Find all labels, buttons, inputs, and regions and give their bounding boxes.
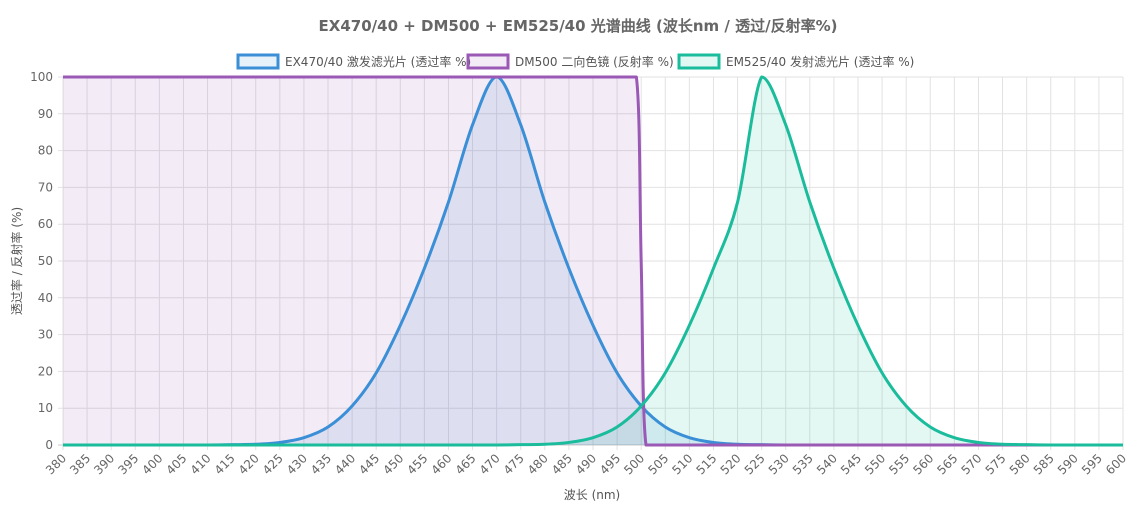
x-tick-label: 415 [212,451,238,477]
y-tick-label: 40 [38,291,53,305]
x-tick-label: 500 [621,451,647,477]
series-fills [63,77,1123,445]
x-tick-label: 465 [453,451,479,477]
x-tick-label: 485 [549,451,575,477]
x-tick-label: 545 [838,451,864,477]
x-tick-label: 505 [645,451,671,477]
legend-label: EX470/40 激发滤光片 (透过率 %) [285,54,471,69]
series-line-em525-40 [63,75,1123,447]
y-tick-label: 80 [38,144,53,158]
grid [58,76,1124,450]
x-tick-label: 405 [163,451,189,477]
x-tick-label: 555 [886,451,912,477]
x-tick-label: 540 [814,451,840,477]
x-tick-label: 455 [404,451,430,477]
x-tick-label: 535 [790,451,816,477]
legend-item-dm500[interactable]: DM500 二向色镜 (反射率 %) [466,53,674,70]
x-tick-label: 570 [958,451,984,477]
series-fill-ex470-40 [63,77,1123,445]
x-tick-label: 585 [1031,451,1057,477]
y-axis-title: 透过率 / 反射率 (%) [9,207,24,315]
y-tick-label: 10 [38,401,53,415]
x-tick-label: 590 [1055,451,1081,477]
x-tick-label: 410 [188,451,214,477]
chart-title: EX470/40 + DM500 + EM525/40 光谱曲线 (波长nm /… [319,17,838,35]
x-tick-label: 550 [862,451,888,477]
x-tick-label: 565 [934,451,960,477]
y-tick-label: 100 [30,70,53,84]
x-tick-label: 470 [477,451,503,477]
series-fill-dm500 [63,77,1123,445]
y-tick-label: 30 [38,328,53,342]
x-tick-label: 450 [380,451,406,477]
x-tick-label: 510 [669,451,695,477]
y-tick-label: 0 [45,438,53,452]
x-tick-label: 425 [260,451,286,477]
x-tick-label: 600 [1103,451,1129,477]
x-tick-label: 520 [718,451,744,477]
x-tick-label: 440 [332,451,358,477]
y-tick-label: 70 [38,180,53,194]
x-tick-label: 385 [67,451,93,477]
x-tick-label: 390 [91,451,117,477]
x-tick-label: 420 [236,451,262,477]
x-tick-label: 480 [525,451,551,477]
legend-label: DM500 二向色镜 (反射率 %) [515,54,674,69]
legend-swatch [677,53,721,70]
y-tick-label: 90 [38,107,53,121]
y-tick-label: 60 [38,217,53,231]
y-tick-label: 50 [38,254,53,268]
legend-label: EM525/40 发射滤光片 (透过率 %) [726,54,914,69]
legend-item-ex470-40[interactable]: EX470/40 激发滤光片 (透过率 %) [236,53,471,70]
x-tick-label: 560 [910,451,936,477]
x-tick-label: 380 [43,451,69,477]
x-tick-label: 430 [284,451,310,477]
x-tick-label: 445 [356,451,382,477]
x-tick-label: 460 [428,451,454,477]
x-tick-label: 395 [115,451,141,477]
series-line-dm500 [62,75,1123,447]
x-tick-label: 595 [1079,451,1105,477]
y-axis-ticks: 0 10 20 30 40 50 60 70 80 90 100 [30,70,53,452]
x-axis-title: 波长 (nm) [564,488,620,502]
x-tick-label: 580 [1007,451,1033,477]
legend-swatch [236,53,280,70]
x-tick-label: 530 [766,451,792,477]
series-lines [62,75,1123,447]
x-tick-label: 490 [573,451,599,477]
legend: EX470/40 激发滤光片 (透过率 %) DM500 二向色镜 (反射率 %)… [236,53,914,70]
x-tick-label: 515 [693,451,719,477]
x-tick-label: 525 [742,451,768,477]
legend-item-em525-40[interactable]: EM525/40 发射滤光片 (透过率 %) [677,53,914,70]
x-tick-label: 575 [983,451,1009,477]
x-axis-ticks: 3803853903954004054104154204254304354404… [43,451,1129,477]
x-tick-label: 495 [597,451,623,477]
x-tick-label: 435 [308,451,334,477]
x-tick-label: 400 [139,451,165,477]
legend-swatch [466,53,510,70]
x-tick-label: 475 [501,451,527,477]
series-fill-em525-40 [63,77,1123,445]
y-tick-label: 20 [38,364,53,378]
